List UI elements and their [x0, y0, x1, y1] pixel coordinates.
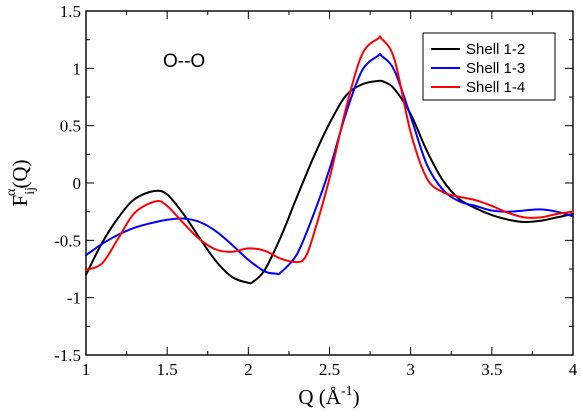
- x-axis-title-tail: ): [353, 385, 360, 409]
- x-tick-label: 3.5: [481, 360, 502, 379]
- y-tick-label: 0: [73, 174, 82, 193]
- x-tick-label: 1.5: [157, 360, 178, 379]
- legend: Shell 1-2 Shell 1-3 Shell 1-4: [422, 32, 556, 101]
- x-axis-title-main: Q (Å: [298, 385, 341, 409]
- y-tick-label: 1.5: [60, 2, 81, 21]
- series-line-2: [85, 52, 574, 276]
- series-line-3: [85, 35, 574, 272]
- y-axis-title-sup: α: [4, 188, 19, 196]
- legend-label-1: Shell 1-2: [466, 41, 525, 58]
- y-axis-title-main: F: [8, 195, 32, 207]
- x-axis-title: Q (Å-1): [298, 384, 359, 409]
- y-tick-label: 0.5: [60, 117, 81, 136]
- x-tick-label: 3: [406, 360, 415, 379]
- series-line-1: [85, 79, 574, 285]
- y-axis-title-sub: ij: [23, 187, 38, 195]
- x-tick-label: 4: [569, 360, 578, 379]
- x-tick-label: 2: [244, 360, 253, 379]
- legend-box: [422, 32, 556, 101]
- y-tick-label: -0.5: [54, 231, 81, 250]
- chart-annotation: O--O: [163, 51, 205, 72]
- x-tick-label: 1: [82, 360, 91, 379]
- y-axis-title: Fijα(Q): [4, 160, 38, 207]
- y-axis: -1.5 -1 -0.5 0 0.5 1 1.5: [54, 2, 573, 365]
- x-axis: 1 1.5 2 2.5 3 3.5 4: [82, 11, 578, 379]
- y-tick-label: 1: [73, 59, 82, 78]
- legend-label-2: Shell 1-3: [466, 60, 525, 77]
- y-axis-title-tail: (Q): [8, 160, 32, 189]
- x-tick-label: 2.5: [319, 360, 340, 379]
- y-tick-label: -1.5: [54, 346, 81, 365]
- y-tick-label: -1: [67, 289, 81, 308]
- legend-label-3: Shell 1-4: [466, 79, 525, 96]
- x-axis-title-sup: -1: [341, 384, 353, 399]
- series-layer: [85, 35, 574, 285]
